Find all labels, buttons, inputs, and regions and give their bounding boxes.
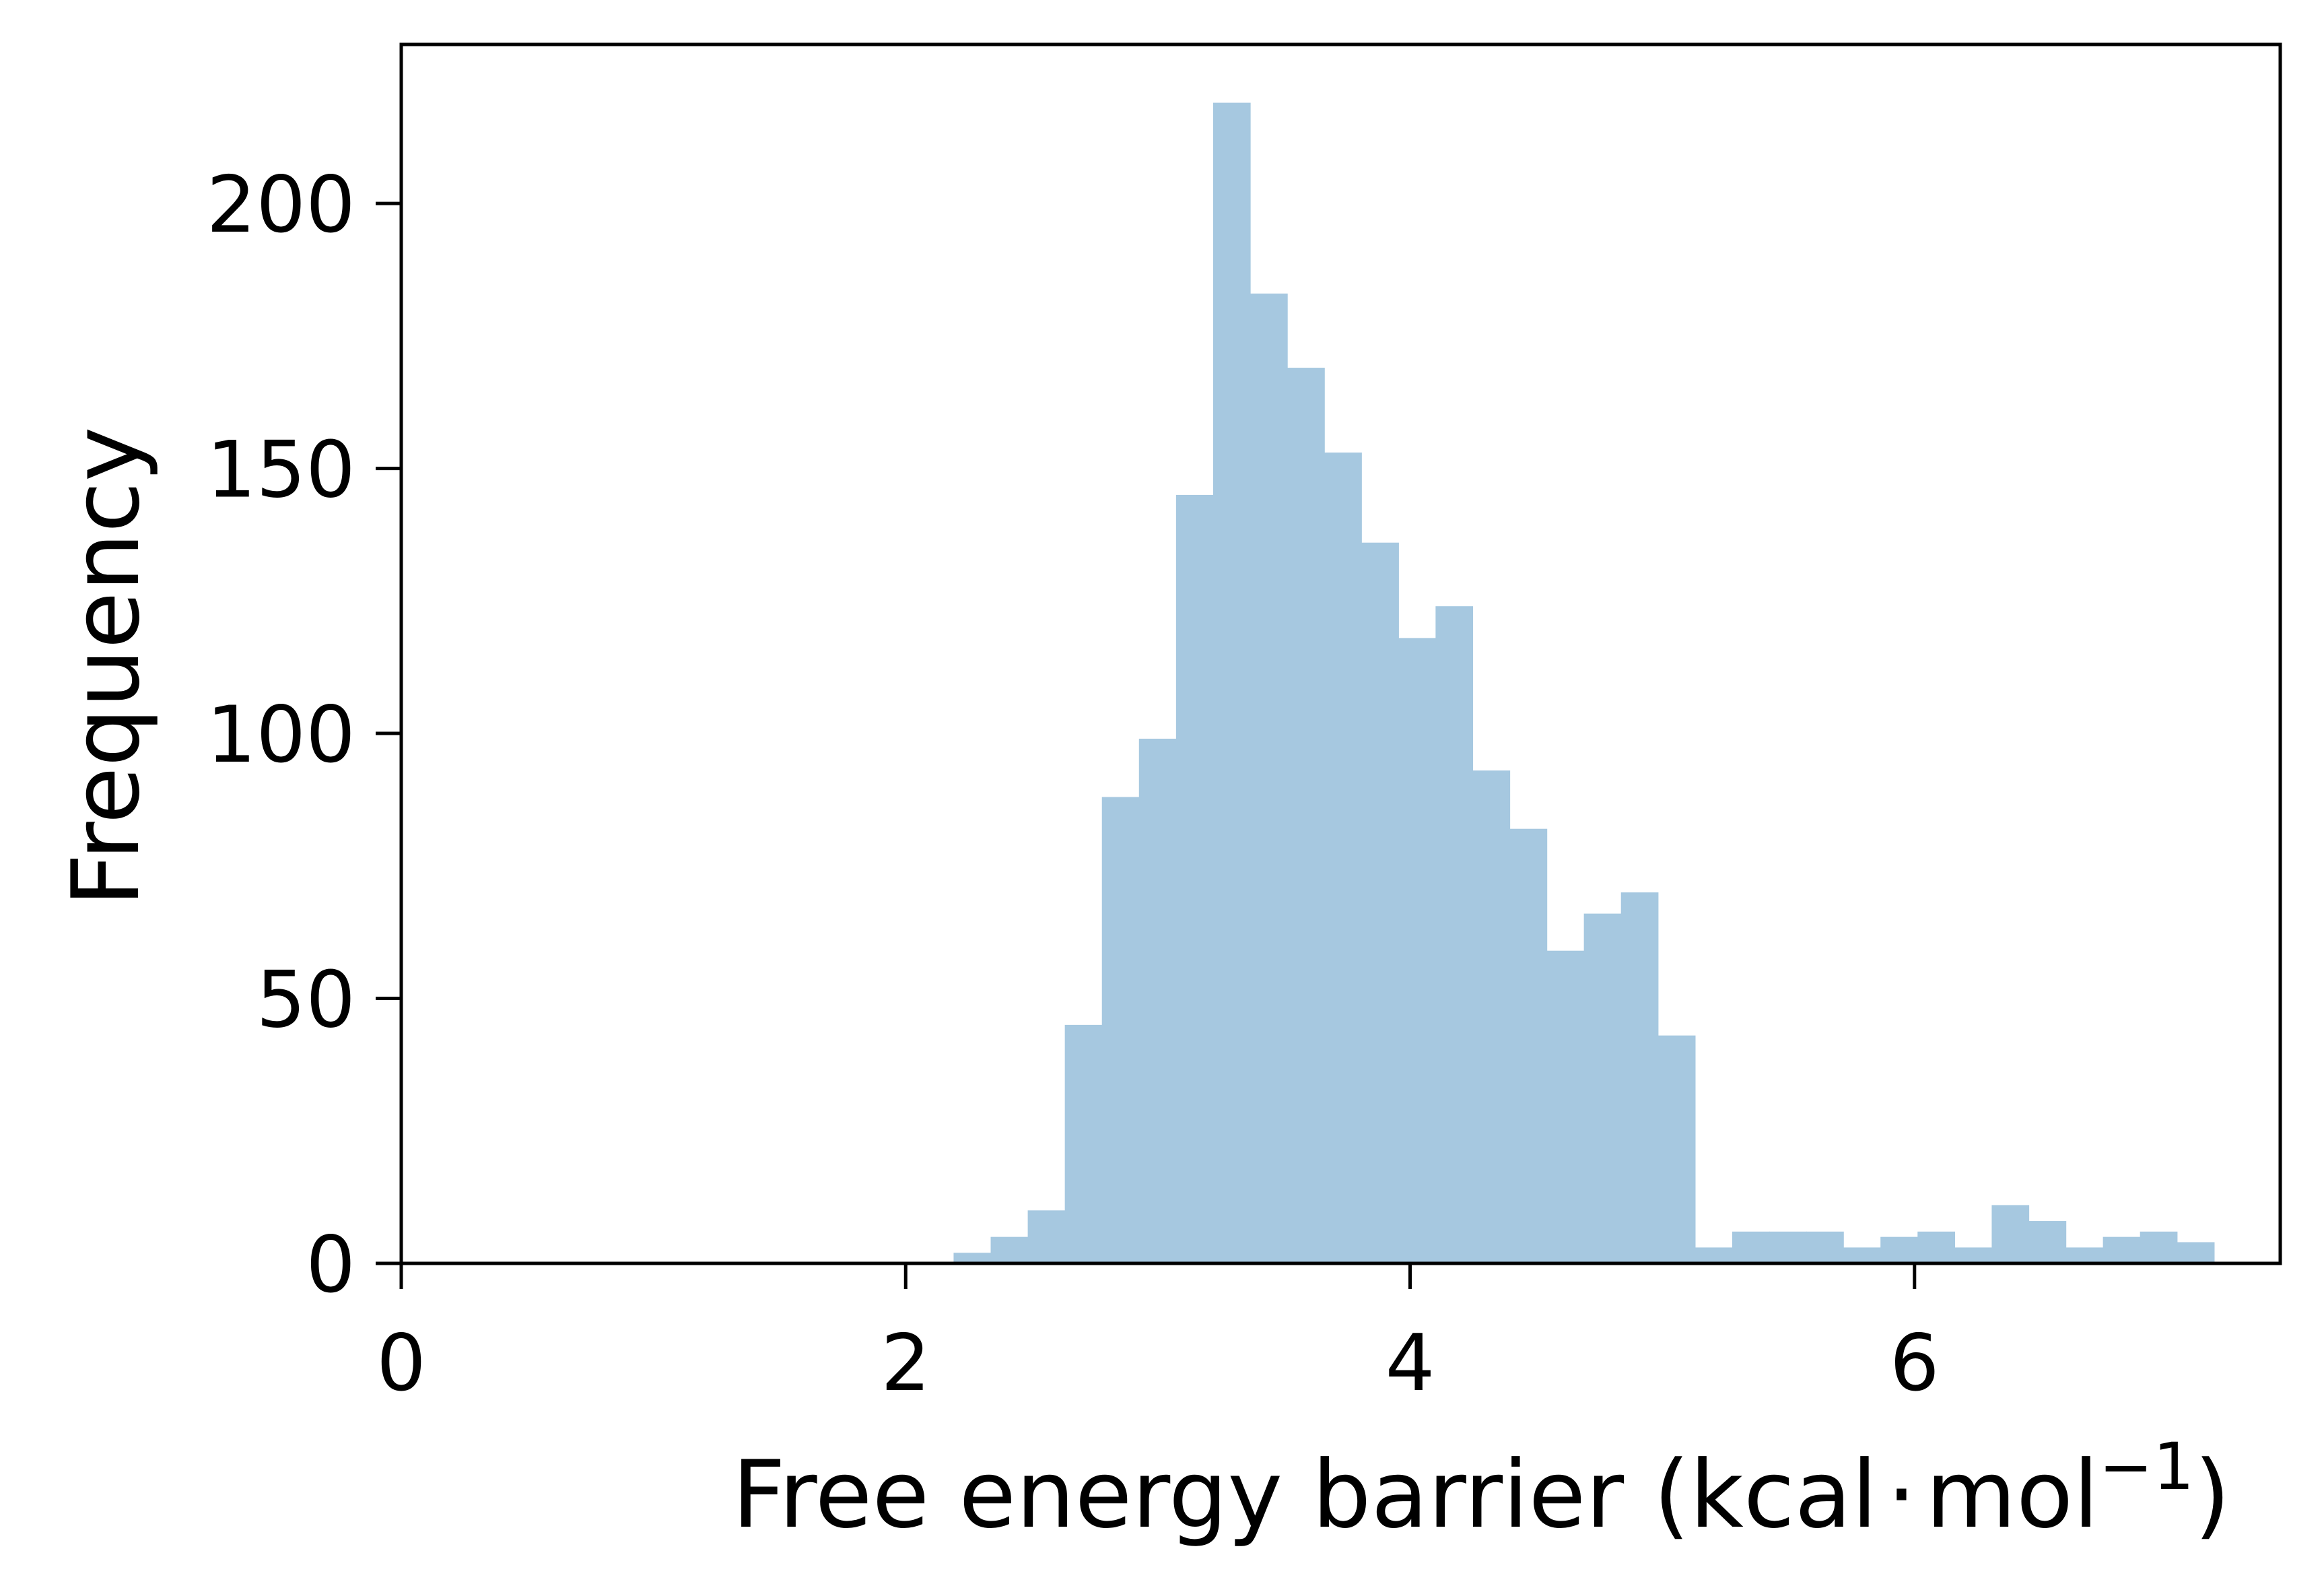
- x-axis-label: Free energy barrier (kcal · mol−1): [732, 1429, 2230, 1549]
- histogram-bar-10: [1324, 452, 1362, 1263]
- x-axis-ticks: 0 2 4 6: [376, 1263, 1940, 1409]
- y-tick-label-0: 0: [306, 1220, 355, 1311]
- histogram-bar-20: [1695, 1247, 1733, 1263]
- histogram-bar-17: [1583, 913, 1622, 1263]
- histogram-bar-19: [1657, 1035, 1696, 1263]
- y-tick-label-50: 50: [256, 955, 355, 1046]
- y-tick-label-200: 200: [207, 160, 355, 251]
- histogram-bar-6: [1175, 494, 1214, 1263]
- histogram-bar-28: [1991, 1205, 2030, 1263]
- histogram-bar-9: [1287, 368, 1325, 1263]
- x-tick-label-0: 0: [376, 1318, 426, 1409]
- histogram-bar-13: [1435, 606, 1474, 1263]
- plot-frame: [399, 42, 2282, 1265]
- histogram-bar-3: [1064, 1024, 1103, 1263]
- histogram-bar-18: [1620, 892, 1659, 1263]
- histogram-bars: [953, 102, 2215, 1264]
- x-axis-label-dot: ·: [1887, 1440, 1917, 1549]
- histogram-bar-21: [1732, 1231, 1770, 1263]
- x-axis-label-main: Free energy barrier (kcal: [732, 1440, 1878, 1549]
- x-tick-label-4: 4: [1386, 1318, 1435, 1409]
- histogram-bar-14: [1472, 770, 1511, 1263]
- histogram-bar-23: [1806, 1231, 1844, 1263]
- y-axis-label: Frequency: [52, 427, 160, 907]
- histogram-bar-12: [1398, 638, 1436, 1263]
- histogram-bar-15: [1509, 828, 1548, 1263]
- histogram-bar-33: [2177, 1242, 2215, 1263]
- histogram-bar-31: [2103, 1236, 2141, 1263]
- histogram-bar-16: [1546, 950, 1585, 1263]
- histogram-bar-7: [1212, 102, 1251, 1264]
- histogram-bar-24: [1843, 1247, 1881, 1263]
- histogram-bar-32: [2140, 1231, 2178, 1263]
- histogram-bar-29: [2028, 1221, 2067, 1263]
- histogram-bar-27: [1954, 1247, 1993, 1263]
- histogram-bar-4: [1101, 797, 1140, 1263]
- histogram-bar-0: [953, 1253, 992, 1263]
- y-axis-ticks: 0 50 100 150 200: [207, 160, 401, 1311]
- y-tick-label-150: 150: [207, 425, 355, 516]
- histogram-bar-1: [990, 1236, 1029, 1263]
- y-tick-label-100: 100: [207, 690, 355, 781]
- histogram-bar-2: [1027, 1210, 1066, 1263]
- x-tick-label-6: 6: [1890, 1318, 1940, 1409]
- histogram-bar-22: [1769, 1231, 1807, 1263]
- histogram-bar-5: [1138, 738, 1177, 1263]
- x-axis-label-exponent: −1: [2099, 1429, 2195, 1504]
- x-tick-label-2: 2: [881, 1318, 930, 1409]
- x-axis-label-close: ): [2194, 1440, 2230, 1549]
- histogram-bar-30: [2065, 1247, 2104, 1263]
- histogram-bar-8: [1250, 293, 1288, 1263]
- histogram-bar-11: [1361, 542, 1399, 1263]
- histogram-bar-26: [1917, 1231, 1955, 1263]
- histogram-bar-25: [1880, 1236, 1918, 1263]
- x-axis-label-unit: mol: [1925, 1440, 2098, 1549]
